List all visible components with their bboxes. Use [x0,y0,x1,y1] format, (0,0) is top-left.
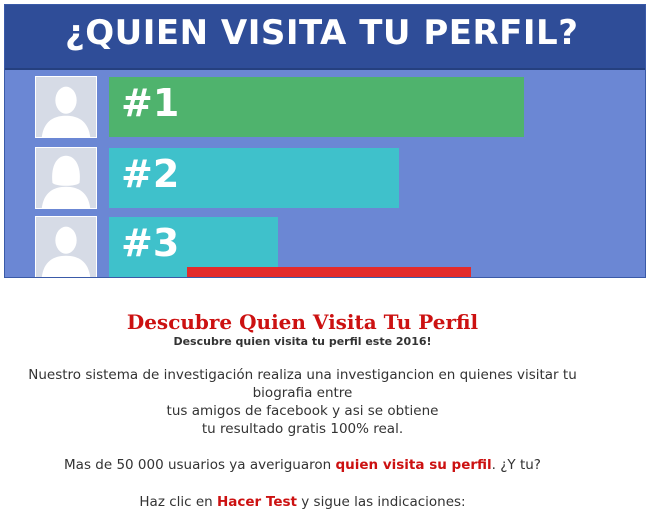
banner-header: ¿QUIEN VISITA TU PERFIL? [5,5,645,70]
instructions-paragraph: Haz clic en Hacer Test y sigue las indic… [0,493,605,511]
rank-label-3: #3 [121,221,180,265]
instructions-text-before: Haz clic en [139,494,217,510]
male-silhouette-icon [35,216,97,277]
quien-visita-link[interactable]: quien visita su perfil [335,457,492,473]
users-text-after: . ¿Y tu? [491,457,541,473]
users-paragraph: Mas de 50 000 usuarios ya averiguaron qu… [0,456,605,474]
rank-bar-1 [109,77,524,137]
banner-title: ¿QUIEN VISITA TU PERFIL? [65,13,579,53]
intro-line-1: Nuestro sistema de investigación realiza… [28,367,577,383]
page-headline: Descubre Quien Visita Tu Perfil [126,310,479,334]
intro-paragraph: Nuestro sistema de investigación realiza… [0,366,605,438]
male-silhouette-icon [35,76,97,138]
intro-line-2: biografia entre [252,385,353,401]
main-content: Descubre Quien Visita Tu Perfil Descubre… [0,280,605,511]
users-text-before: Mas de 50 000 usuarios ya averiguaron [64,457,336,473]
instructions-text-after: y sigue las indicaciones: [296,494,466,510]
red-accent-strip [187,267,471,277]
rank-label-2: #2 [121,152,180,196]
rank-label-1: #1 [121,81,180,125]
rank-bar-2 [109,148,399,208]
promo-banner: ¿QUIEN VISITA TU PERFIL? #1 #2 [4,4,646,278]
intro-line-4: tu resultado gratis 100% real. [201,421,404,437]
hacer-test-link[interactable]: Hacer Test [216,494,297,510]
intro-line-3: tus amigos de facebook y asi se obtiene [166,403,439,419]
page-subheadline: Descubre quien visita tu perfil este 201… [173,335,432,348]
female-silhouette-icon [35,147,97,209]
